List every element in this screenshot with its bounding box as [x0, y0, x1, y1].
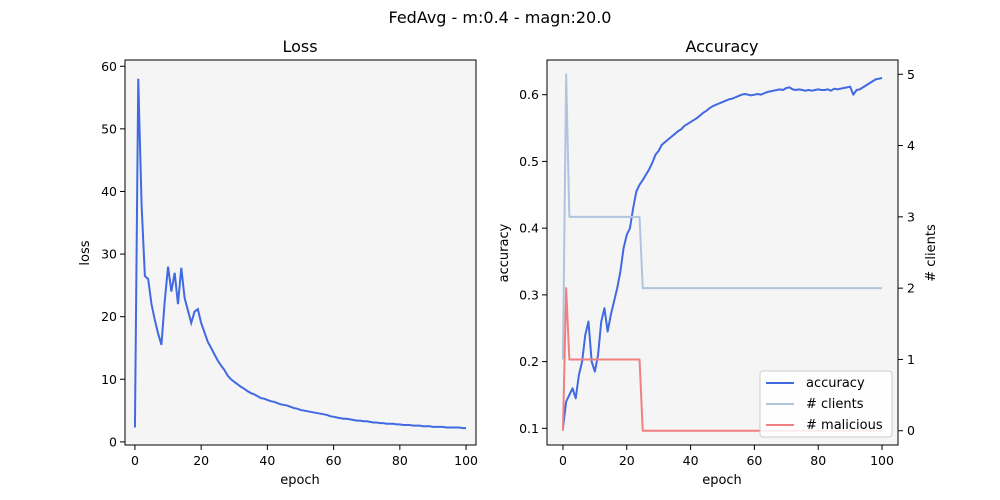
loss-ytick-label: 50 — [101, 121, 117, 136]
loss-ytick-label: 30 — [101, 247, 117, 262]
loss-ytick-label: 0 — [109, 434, 117, 449]
loss-xtick-label: 20 — [193, 453, 209, 468]
accuracy-xlabel: epoch — [702, 473, 742, 488]
accuracy-ytick-label: 0.1 — [519, 421, 539, 436]
accuracy-ylabel: accuracy — [497, 223, 512, 282]
clients-ytick-label: 3 — [907, 209, 915, 224]
loss-ytick-label: 20 — [101, 309, 117, 324]
legend-label-malicious: # malicious — [806, 418, 883, 433]
clients-ytick-label: 0 — [907, 423, 915, 438]
clients-series-line — [561, 73, 883, 360]
accuracy-y2label: # clients — [924, 224, 939, 282]
loss-plot-area — [124, 59, 477, 446]
loss-xtick-label: 0 — [131, 453, 139, 468]
accuracy-ytick-label: 0.2 — [519, 354, 539, 369]
loss-ylabel: loss — [78, 240, 93, 265]
loss-chart: 0 20 40 60 80 100 0 10 20 30 40 50 60 Loss epoch los… — [78, 37, 478, 488]
accuracy-series-line — [561, 77, 883, 429]
loss-xlabel: epoch — [280, 473, 320, 488]
loss-ytick-label: 60 — [101, 59, 117, 74]
accuracy-xtick-label: 40 — [683, 453, 699, 468]
legend-box — [759, 370, 893, 438]
loss-xtick-label: 60 — [326, 453, 342, 468]
loss-xtick-label: 40 — [259, 453, 275, 468]
accuracy-title: Accuracy — [685, 37, 758, 56]
accuracy-ytick-label: 0.6 — [519, 87, 539, 102]
clients-ytick-label: 2 — [907, 281, 915, 296]
legend-label-accuracy: accuracy — [806, 376, 865, 391]
accuracy-legend: accuracy # clients # malicious — [759, 370, 893, 438]
legend-label-clients: # clients — [806, 397, 864, 412]
loss-xtick-label: 100 — [454, 453, 478, 468]
accuracy-ytick-label: 0.4 — [519, 221, 539, 236]
loss-xtick-label: 80 — [392, 453, 408, 468]
accuracy-ytick-label: 0.5 — [519, 154, 539, 169]
clients-ytick-label: 5 — [907, 67, 915, 82]
loss-ytick-label: 40 — [101, 184, 117, 199]
accuracy-xtick-label: 80 — [810, 453, 826, 468]
accuracy-xtick-label: 0 — [559, 453, 567, 468]
accuracy-chart: 0 20 40 60 80 100 0.1 0.2 0.3 0.4 0.5 0.6 0 1 2 3 4 5 Acc… — [497, 37, 939, 488]
accuracy-ytick-label: 0.3 — [519, 287, 539, 302]
accuracy-xtick-label: 100 — [870, 453, 894, 468]
clients-ytick-label: 4 — [907, 138, 915, 153]
accuracy-xtick-label: 20 — [619, 453, 635, 468]
loss-ytick-label: 10 — [101, 372, 117, 387]
malicious-series-line — [561, 287, 883, 432]
accuracy-xtick-label: 60 — [746, 453, 762, 468]
figure-suptitle: FedAvg - m:0.4 - magn:20.0 — [389, 8, 612, 27]
loss-title: Loss — [282, 37, 317, 56]
clients-ytick-label: 1 — [907, 352, 915, 367]
loss-series-line — [133, 78, 467, 430]
